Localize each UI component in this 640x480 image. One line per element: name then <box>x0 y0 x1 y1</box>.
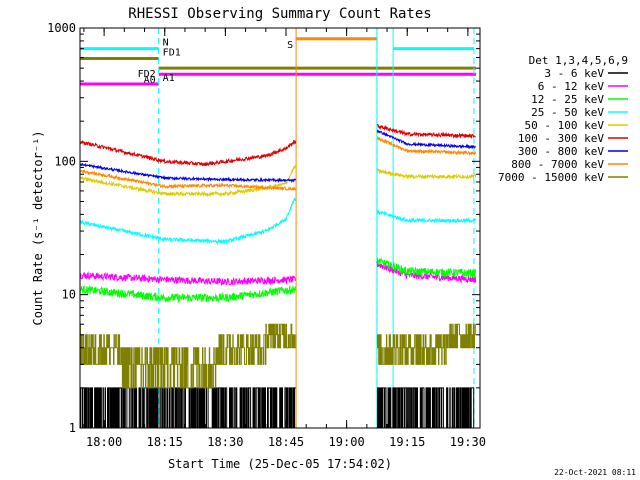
footer-date: 22-Oct-2021 08:11 <box>554 468 636 477</box>
x-tick-label: 18:15 <box>147 435 183 449</box>
flag-label: FD1 <box>163 48 181 59</box>
x-tick-label: 18:45 <box>268 435 304 449</box>
legend-label: 3 - 6 keV <box>544 67 604 80</box>
chart-title: RHESSI Observing Summary Count Rates <box>128 6 431 22</box>
plot-frame <box>79 27 481 429</box>
y-tick-label: 1000 <box>47 21 76 35</box>
series-4-line <box>79 164 477 198</box>
vertical-markers <box>79 28 475 428</box>
x-tick-label: 19:00 <box>329 435 365 449</box>
flag-label: A1 <box>163 73 175 84</box>
series-5-line <box>79 124 476 167</box>
x-tick-label: 19:30 <box>450 435 486 449</box>
legend-label: 100 - 300 keV <box>518 132 604 145</box>
x-axis-label: Start Time (25-Dec-05 17:54:02) <box>168 457 392 471</box>
y-tick-label: 1 <box>69 421 76 435</box>
flag-label: FD2 <box>138 69 156 80</box>
y-axis-label: Count Rate (s⁻¹ detector⁻¹) <box>31 130 45 325</box>
data-series <box>79 124 477 429</box>
flag-label: N <box>163 38 169 49</box>
x-tick-label: 18:30 <box>207 435 243 449</box>
series-6-line <box>79 129 477 184</box>
legend-label: 800 - 7000 keV <box>511 158 604 171</box>
legend-header: Det 1,3,4,5,6,9 <box>529 54 628 67</box>
y-tick-label: 10 <box>62 288 76 302</box>
legend-label: 50 - 100 keV <box>525 119 605 132</box>
series-2-line <box>79 257 476 304</box>
legend-label: 300 - 800 keV <box>518 145 604 158</box>
y-tick-label: 100 <box>54 154 76 168</box>
series-1-line <box>79 260 477 287</box>
legend-label: 25 - 50 keV <box>531 106 604 119</box>
legend-label: 6 - 12 keV <box>538 80 605 93</box>
x-tick-label: 18:00 <box>86 435 122 449</box>
series-8-line <box>79 323 476 389</box>
flag-label: A0 <box>144 75 156 86</box>
x-axis: 18:00 18:15 18:30 18:45 19:00 19:15 19:30 <box>83 28 486 449</box>
legend-label: 7000 - 15000 keV <box>498 171 604 184</box>
flag-label: S <box>287 40 293 51</box>
legend-label: 12 - 25 keV <box>531 93 604 106</box>
series-0-line <box>79 387 476 429</box>
y-axis: 1 10 100 1000 <box>47 21 480 435</box>
x-tick-label: 19:15 <box>389 435 425 449</box>
series-3-line <box>79 197 477 245</box>
series-7-line <box>79 136 477 191</box>
